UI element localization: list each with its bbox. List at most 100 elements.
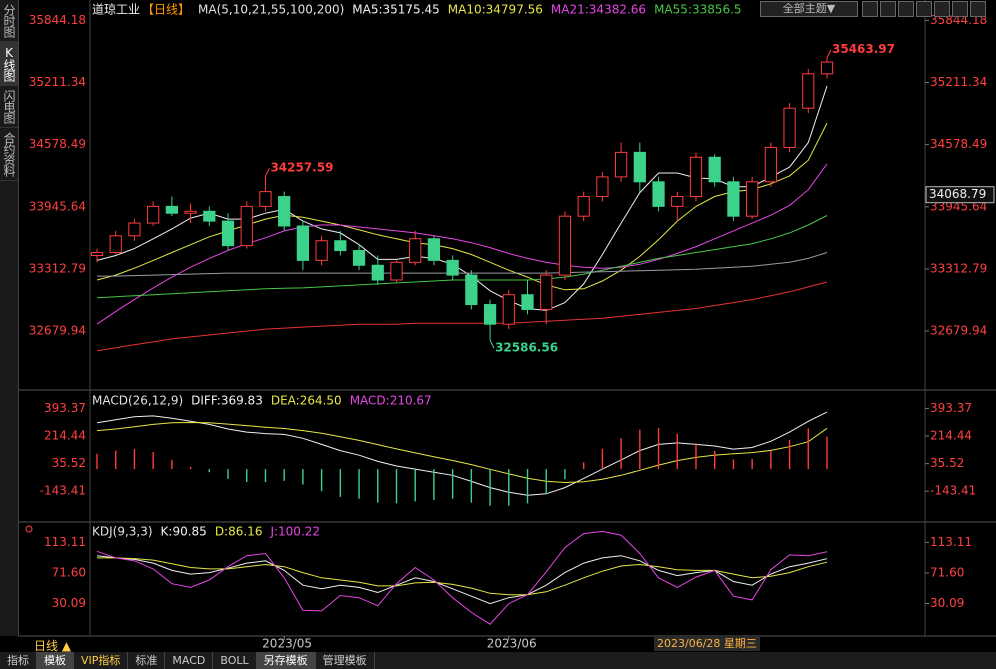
annotation: 32586.56 (495, 341, 558, 355)
y-tick-label: -143.41 (40, 484, 86, 498)
candle-body (128, 222, 141, 237)
annotation: 34257.59 (270, 161, 333, 175)
candle-body (783, 107, 796, 148)
tab[interactable]: 另存模板 (256, 652, 316, 669)
candle-body (259, 191, 272, 207)
annotation-pointer (265, 167, 270, 177)
tab[interactable]: VIP指标 (74, 652, 129, 669)
sidebar: 分时图 K线图 闪电图 合约资料 (0, 0, 19, 636)
y-tick-label: 33312.79 (29, 261, 86, 275)
candle-body (165, 205, 178, 214)
annotation: 35463.97 (832, 42, 895, 56)
candle-body (221, 220, 235, 247)
candle-body (577, 196, 590, 217)
settings-icon[interactable] (25, 525, 33, 533)
candle-body (540, 274, 553, 310)
theme-button[interactable]: 全部主题▼ (760, 1, 858, 17)
candle-body (465, 274, 478, 306)
candle-body (558, 215, 572, 276)
candle-body (371, 264, 384, 281)
y-tick-label-right: 393.37 (930, 401, 972, 415)
candle-body (296, 225, 310, 261)
y-tick-label-right: 35.52 (930, 456, 964, 470)
y-tick-label-right: 33312.79 (930, 261, 987, 275)
candle-body (427, 238, 441, 261)
legend-text: 【日线】 (142, 3, 190, 17)
y-tick-label: 33945.64 (29, 199, 86, 213)
indicator-line (96, 555, 828, 605)
legend-text: KDJ(9,3,3) (92, 525, 153, 539)
legend-text: MA10:34797.56 (448, 3, 543, 17)
tab[interactable]: 指标 (0, 652, 37, 669)
candle-body (409, 238, 422, 263)
sidebar-tab[interactable]: 分时图 (0, 0, 18, 42)
sidebar-tab[interactable]: 合约资料 (0, 128, 18, 181)
legend-text: MA5:35175.45 (352, 3, 440, 17)
y-tick-label: 35.52 (52, 456, 86, 470)
legend-text: MA21:34382.66 (551, 3, 646, 17)
sidebar-tab[interactable]: K线图 (0, 42, 18, 86)
indicator-line (96, 530, 828, 625)
icon-button[interactable] (862, 1, 878, 17)
period-button[interactable]: 日线 ▲ (34, 639, 72, 653)
candle-body (240, 205, 253, 247)
price-marker-label: 34068.79 (929, 187, 986, 201)
icon-button[interactable] (898, 1, 914, 17)
candle-body (90, 252, 104, 256)
indicator-line (96, 411, 828, 496)
y-tick-label-right: 71.60 (930, 565, 964, 579)
candle-body (802, 73, 815, 109)
indicator-line (96, 281, 828, 352)
icon-button[interactable] (952, 1, 968, 17)
candle-body (652, 181, 665, 207)
legend-text: 道琼工业 (92, 2, 140, 17)
y-tick-label: 393.37 (44, 401, 86, 415)
y-tick-label-right: 30.09 (930, 596, 964, 610)
y-tick-label: 32679.94 (29, 324, 86, 338)
candle-body (446, 259, 459, 276)
legend-text: MACD:210.67 (350, 394, 432, 408)
sidebar-tab[interactable]: 闪电图 (0, 86, 18, 128)
icon-button[interactable] (880, 1, 896, 17)
candle-body (820, 61, 834, 75)
y-tick-label: 30.09 (52, 596, 86, 610)
cursor-date: 2023/06/28 星期三 (654, 637, 760, 651)
candle-body (727, 181, 740, 217)
y-tick-label-right: 35211.34 (930, 75, 987, 89)
candle-body (746, 181, 759, 217)
indicator-line (96, 122, 828, 291)
y-tick-label: 35844.18 (29, 13, 86, 27)
indicator-line (96, 163, 828, 325)
candle-body (147, 205, 160, 224)
candle-body (390, 261, 403, 281)
candle-body (184, 210, 197, 214)
y-tick-label-right: -143.41 (930, 484, 976, 498)
indicator-line (97, 252, 828, 277)
candle-body (502, 294, 515, 325)
y-tick-label-right: 113.11 (930, 535, 972, 549)
legend-text: MA(5,10,21,55,100,200) (198, 3, 344, 17)
candle-body (334, 240, 347, 252)
icon-button[interactable] (934, 1, 950, 17)
legend-text: MACD(26,12,9) (92, 394, 183, 408)
icon-button[interactable] (970, 1, 986, 17)
legend-text: DIFF:369.83 (191, 394, 263, 408)
indicator-line (97, 557, 828, 596)
tab-bar: 指标 模板 VIP指标 标准 MACD BOLL 另存模板 管理模板 (0, 652, 996, 669)
candle-body (483, 304, 497, 325)
tab[interactable]: MACD (165, 652, 214, 669)
icon-button[interactable] (916, 1, 932, 17)
tab[interactable]: 管理模板 (316, 652, 375, 669)
indicator-line (96, 215, 828, 299)
candle-body (352, 250, 366, 266)
legend-text: MA55:33856.5 (654, 3, 742, 17)
tab[interactable]: BOLL (213, 652, 257, 669)
candle-body (596, 176, 609, 198)
legend-text: DEA:264.50 (271, 394, 342, 408)
indicator-line (96, 85, 828, 311)
price-marker-box (925, 186, 995, 204)
tab[interactable]: 标准 (128, 652, 166, 669)
tab[interactable]: 模板 (37, 652, 74, 669)
